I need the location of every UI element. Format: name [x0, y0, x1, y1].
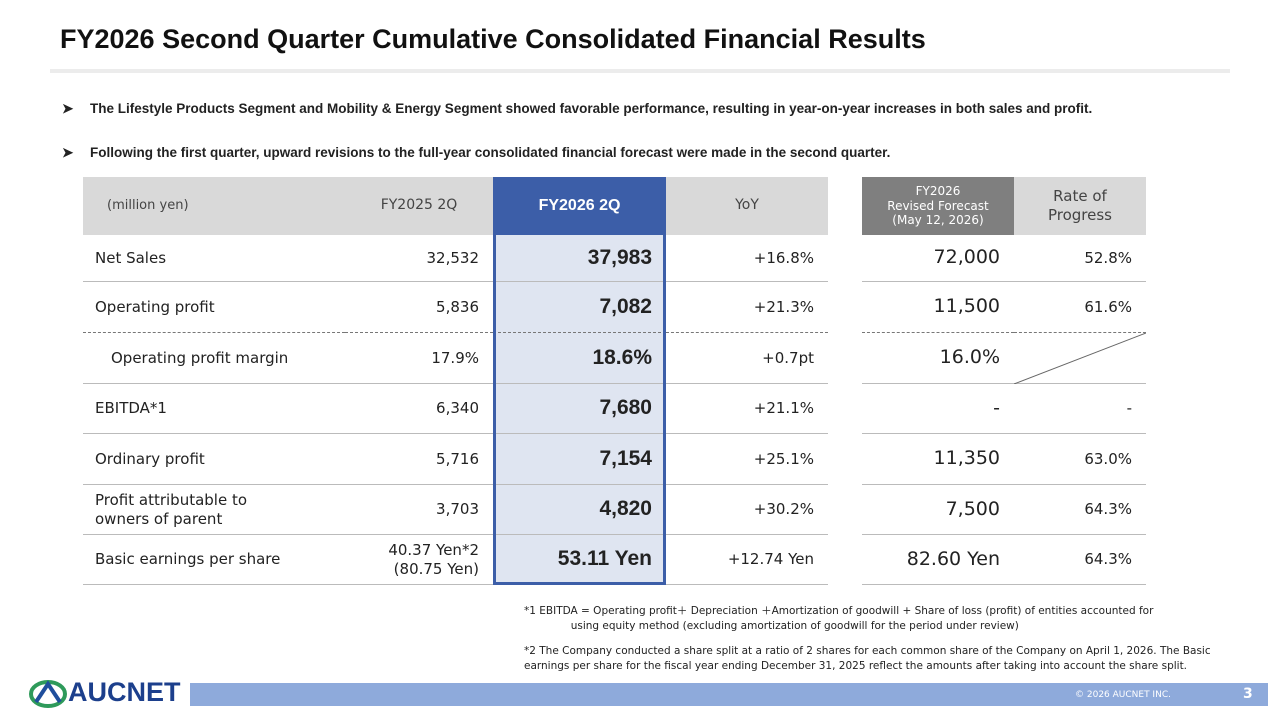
footnote: *1 EBITDA = Operating profit＋ Depreciati…: [524, 605, 1154, 632]
highlight-column: [493, 235, 666, 585]
highlight-border: [493, 177, 666, 585]
table-cell: 7,680: [493, 384, 666, 434]
header-cell: YoY: [666, 177, 828, 235]
table-cell: 7,082: [493, 282, 666, 333]
footnote: *2 The Company conducted a share split a…: [524, 645, 1211, 672]
footer-bar: [190, 683, 1268, 706]
table-cell: 82.60 Yen: [862, 535, 1014, 585]
header-cell: Rate of Progress: [1014, 177, 1146, 235]
page-number: 3: [1243, 686, 1253, 702]
table-cell: +0.7pt: [666, 333, 828, 384]
diagonal: [1014, 332, 1146, 384]
table-cell: 64.3%: [1014, 485, 1146, 535]
table-cell: Operating profit margin: [83, 333, 345, 384]
table-cell: +21.3%: [666, 282, 828, 333]
table-cell: 40.37 Yen*2 (80.75 Yen): [345, 535, 493, 585]
header-cell: FY2026 2Q: [493, 177, 666, 235]
header-cell: FY2026 Revised Forecast (May 12, 2026): [862, 177, 1014, 235]
bullet: ➤ The Lifestyle Products Segment and Mobi…: [62, 101, 1093, 116]
table-cell: +21.1%: [666, 384, 828, 434]
table-cell: EBITDA*1: [83, 384, 345, 434]
table-cell: Net Sales: [83, 235, 345, 282]
table-cell: Ordinary profit: [83, 434, 345, 485]
table-cell: 18.6%: [493, 333, 666, 384]
table-cell: 4,820: [493, 485, 666, 535]
table-cell: 5,716: [345, 434, 493, 485]
table-cell: Operating profit: [83, 282, 345, 333]
table-cell: +30.2%: [666, 485, 828, 535]
table-cell: 6,340: [345, 384, 493, 434]
table-cell: 32,532: [345, 235, 493, 282]
table-cell: +12.74 Yen: [666, 535, 828, 585]
results-table: (million yen) FY2025 2Q FY2026 2Q YoY FY2026…: [83, 177, 1146, 585]
copyright: © 2026 AUCNET INC.: [1075, 690, 1171, 700]
table-cell: 61.6%: [1014, 282, 1146, 333]
header-cell: (million yen): [83, 177, 345, 235]
table-cell: 64.3%: [1014, 535, 1146, 585]
table-cell: +25.1%: [666, 434, 828, 485]
logo-icon: [29, 680, 67, 708]
table-cell: 7,500: [862, 485, 1014, 535]
empty-cell: [1014, 332, 1146, 384]
table-cell: 63.0%: [1014, 434, 1146, 485]
table-cell: 52.8%: [1014, 235, 1146, 282]
table-cell: Basic earnings per share: [83, 535, 345, 585]
bullet: ➤ Following the first quarter, upward rev…: [62, 145, 891, 160]
table-cell: 5,836: [345, 282, 493, 333]
header-cell: FY2025 2Q: [345, 177, 493, 235]
table-cell: -: [862, 384, 1014, 434]
logo-text: AUCNET: [68, 677, 181, 707]
bullet-text: The Lifestyle Products Segment and Mobil…: [90, 101, 1093, 116]
bullet-text: Following the first quarter, upward revi…: [90, 145, 891, 160]
table-cell: +16.8%: [666, 235, 828, 282]
table-cell: 17.9%: [345, 333, 493, 384]
title-rule: [50, 69, 1230, 73]
table-cell: -: [1014, 384, 1146, 434]
title: FY2026 Second Quarter Cumulative Consoli…: [60, 24, 926, 54]
table-cell: Profit attributable to owners of parent: [83, 485, 345, 535]
table-cell: 37,983: [493, 235, 666, 282]
table-cell: 16.0%: [862, 333, 1014, 384]
table-cell: 7,154: [493, 434, 666, 485]
table-cell: 72,000: [862, 235, 1014, 282]
table-cell: 3,703: [345, 485, 493, 535]
table-cell: 11,350: [862, 434, 1014, 485]
table-cell: 11,500: [862, 282, 1014, 333]
